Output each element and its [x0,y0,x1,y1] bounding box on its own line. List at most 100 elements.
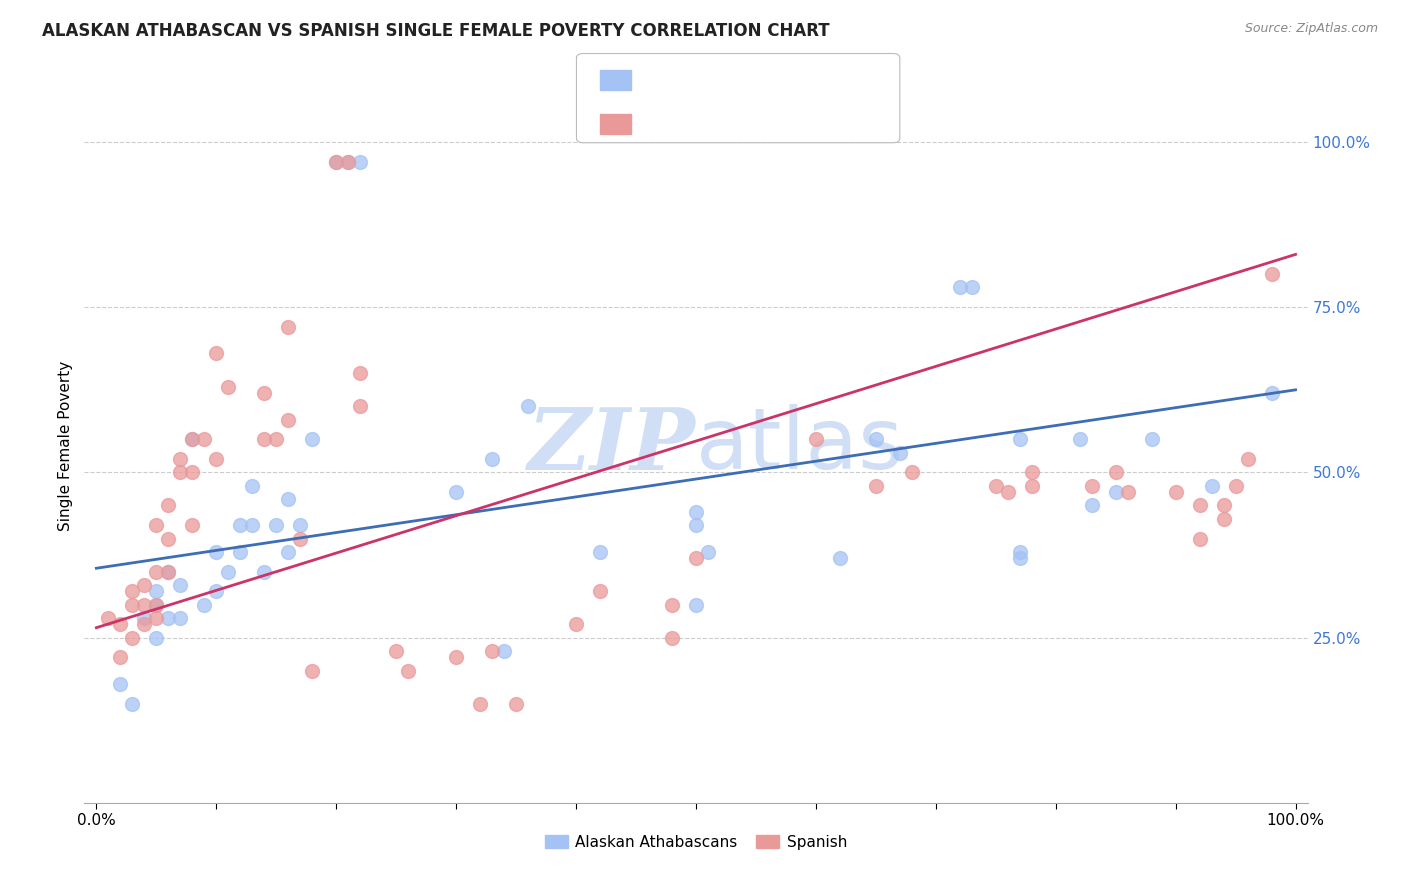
Legend: Alaskan Athabascans, Spanish: Alaskan Athabascans, Spanish [538,829,853,855]
Point [1105,466,1128,480]
Point [1105,485,1128,500]
Point [145,611,167,625]
Point [229,545,252,559]
Point [205,346,228,360]
Point [134,617,156,632]
Point [385,644,408,658]
Point [1212,499,1234,513]
Point [1164,485,1187,500]
Point [337,154,360,169]
Point [349,367,371,381]
Point [1225,478,1247,492]
Point [145,565,167,579]
Point [1021,466,1043,480]
Point [290,518,312,533]
Text: R = 0.423   N = 65: R = 0.423 N = 65 [640,115,824,133]
Point [134,578,156,592]
Point [349,154,371,169]
Point [193,433,215,447]
Point [949,280,972,294]
Point [828,551,851,566]
Point [1236,452,1258,467]
Point [121,631,143,645]
Point [277,545,299,559]
Point [157,565,180,579]
Point [253,433,276,447]
Point [1260,386,1282,401]
Point [240,518,263,533]
Point [865,433,887,447]
Point [589,584,612,599]
Text: R = 0.362   N = 51: R = 0.362 N = 51 [640,71,824,89]
Point [217,565,239,579]
Point [1116,485,1139,500]
Point [217,379,239,393]
Point [110,650,132,665]
Point [984,478,1007,492]
Text: ALASKAN ATHABASCAN VS SPANISH SINGLE FEMALE POVERTY CORRELATION CHART: ALASKAN ATHABASCAN VS SPANISH SINGLE FEM… [42,22,830,40]
Point [157,611,180,625]
Point [157,532,180,546]
Point [264,518,287,533]
Point [1188,532,1211,546]
Point [481,452,503,467]
Point [889,445,911,459]
Point [205,545,228,559]
Y-axis label: Single Female Poverty: Single Female Poverty [58,361,73,531]
Point [169,452,191,467]
Point [253,565,276,579]
Point [325,154,347,169]
Point [169,578,191,592]
Point [145,598,167,612]
Point [1188,499,1211,513]
Point [468,697,491,711]
Point [661,631,683,645]
Text: Source: ZipAtlas.com: Source: ZipAtlas.com [1244,22,1378,36]
Point [277,412,299,426]
Point [301,664,323,678]
Point [134,598,156,612]
Point [1201,478,1223,492]
Point [121,584,143,599]
Point [277,491,299,506]
Point [444,650,467,665]
Point [349,400,371,414]
Point [697,545,720,559]
Text: atlas: atlas [696,404,904,488]
Point [169,466,191,480]
Point [181,466,204,480]
Point [1080,478,1102,492]
Point [1008,545,1031,559]
Point [240,478,263,492]
Point [1021,478,1043,492]
Point [134,611,156,625]
Point [277,320,299,334]
Point [157,565,180,579]
Point [145,584,167,599]
Point [181,518,204,533]
Point [301,433,323,447]
Point [97,611,120,625]
Point [193,598,215,612]
Point [481,644,503,658]
Point [181,433,204,447]
Point [396,664,419,678]
Point [661,598,683,612]
Point [145,598,167,612]
Point [1069,433,1091,447]
Point [444,485,467,500]
Point [1080,499,1102,513]
Point [169,611,191,625]
Point [205,584,228,599]
Point [181,433,204,447]
Point [145,518,167,533]
Point [121,697,143,711]
Point [589,545,612,559]
Point [1008,551,1031,566]
Point [565,617,588,632]
Point [264,433,287,447]
Point [1212,511,1234,525]
Point [110,677,132,691]
Point [229,518,252,533]
Point [1008,433,1031,447]
